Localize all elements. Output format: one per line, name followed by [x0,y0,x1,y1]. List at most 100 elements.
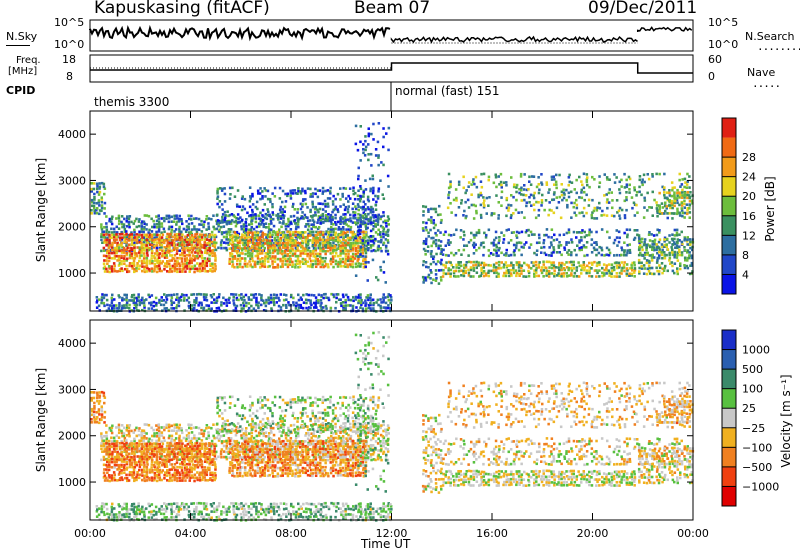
power-cell [221,221,224,224]
power-cell [314,244,317,247]
power-cell [266,255,269,258]
power-cell [184,230,188,233]
power-cell [592,246,596,250]
power-cell [190,265,194,268]
power-cell [464,269,467,273]
power-cell [181,248,184,252]
power-cell [389,301,392,305]
power-cell [626,251,629,255]
power-cell [660,253,664,256]
power-cell [371,235,375,238]
power-cell [228,257,232,261]
power-cell [263,259,267,263]
power-cell [273,238,276,242]
power-cell [251,265,254,269]
power-cell [341,260,345,264]
power-cell [211,244,215,247]
power-cell [455,199,458,202]
power-cell [246,233,250,236]
power-cell [651,272,654,276]
velocity-cell [95,396,99,400]
power-cell [349,257,352,261]
power-cell [334,221,337,224]
velocity-cell [90,421,93,424]
power-cell [600,246,603,250]
power-cell [523,216,526,219]
power-cell [477,231,481,235]
power-cell [648,206,651,209]
power-cell [656,269,659,273]
power-cell [639,251,642,255]
power-cell [240,298,244,301]
power-cell [386,215,390,218]
power-cell [302,252,305,255]
power-cell [372,198,375,201]
power-cell [299,303,302,307]
power-cell [246,265,249,268]
power-cell [344,301,347,304]
power-cell [663,254,667,257]
power-cell [163,251,167,255]
power-cell [218,228,221,232]
power-cell [268,223,271,226]
power-cell [676,270,679,273]
power-cell [120,241,123,245]
power-cell [133,251,136,255]
power-cell [362,301,365,305]
power-cell [243,243,247,247]
velocity-cell [158,431,161,435]
power-cell [292,243,296,247]
power-cell [232,299,235,302]
power-cell [110,231,114,234]
power-cell [170,301,174,305]
power-cell [135,236,139,239]
power-cell [205,228,208,231]
power-cell [473,182,476,186]
power-cell [100,200,104,204]
power-cell [354,142,358,146]
power-cell [183,240,186,244]
power-cell [520,186,523,190]
power-cell [117,227,121,230]
power-cell [249,195,252,198]
power-cell [190,246,194,250]
power-cell [618,217,622,220]
power-cell [233,220,236,224]
power-cell [103,270,107,273]
power-cell [319,222,322,225]
power-cell [225,246,228,250]
power-cell [578,241,581,244]
power-cell [560,253,563,257]
power-cell [160,225,164,228]
power-cell [505,265,509,269]
power-cell [146,241,149,244]
power-cell [514,246,518,250]
power-cell [424,261,428,264]
power-cell [328,190,332,193]
power-cell [647,264,651,267]
power-cell [196,256,200,260]
power-cell [351,260,354,263]
power-cell [359,197,362,200]
power-cell [658,205,661,208]
power-cell [92,187,95,191]
power-cell [175,233,179,236]
power-cell [223,187,226,190]
power-cell [173,254,177,257]
power-cell [459,261,462,264]
power-cell [103,259,106,262]
power-cell [367,134,370,138]
power-cell [105,238,108,242]
power-cell [543,251,546,255]
power-cell [596,271,599,275]
power-cell [369,152,373,156]
power-cell [493,271,496,275]
power-cell [289,251,292,255]
power-cell [671,251,674,254]
power-cell [140,233,144,237]
power-cell [557,244,560,247]
power-cell [203,241,206,244]
power-cell [193,307,196,310]
power-cell [663,251,666,254]
power-cell [125,267,129,271]
